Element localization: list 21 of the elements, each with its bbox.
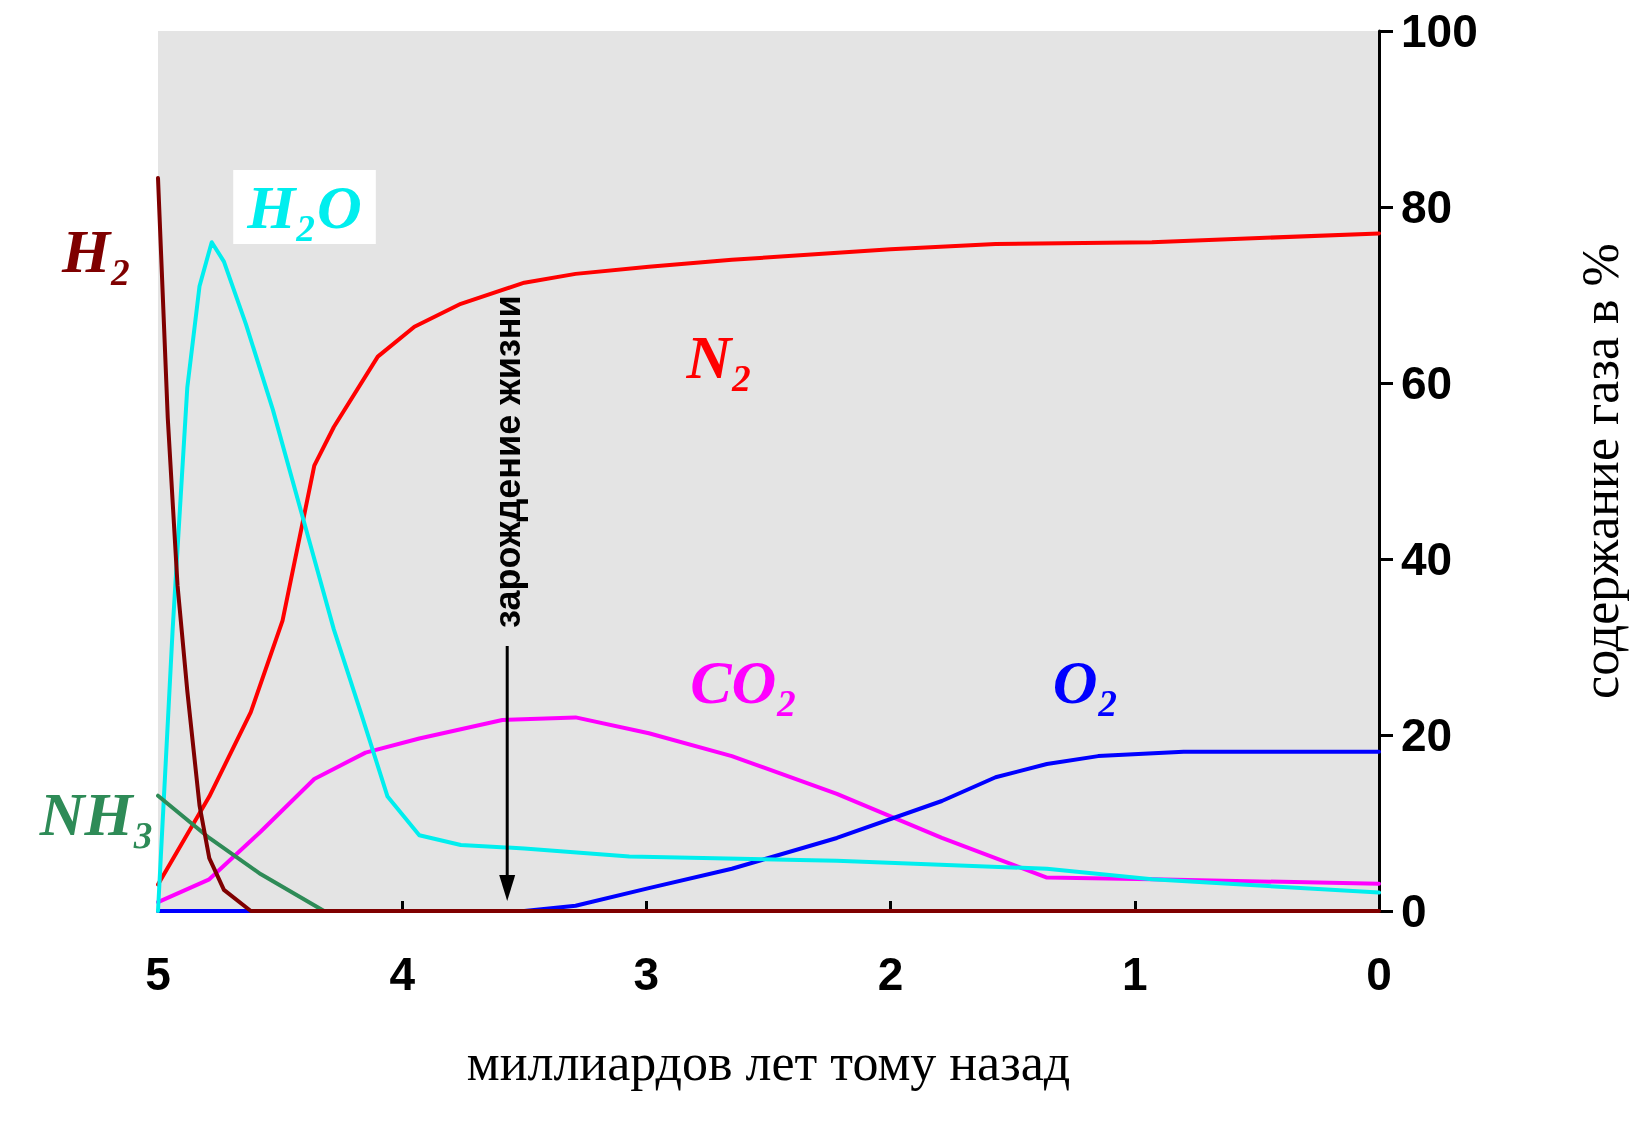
series-label: CO₂ xyxy=(690,648,798,717)
series-label: NH₃ xyxy=(38,780,155,850)
y-tick-label: 0 xyxy=(1401,885,1427,937)
y-tick-label: 100 xyxy=(1401,5,1478,57)
x-tick-label: 1 xyxy=(1122,948,1148,1000)
x-axis-title: миллиардов лет тому назад xyxy=(466,1033,1071,1091)
x-tick-label: 4 xyxy=(389,948,416,1000)
ref-line-label: зарождение жизни xyxy=(486,295,528,628)
series-label: H₂ xyxy=(61,217,132,285)
y-tick-label: 40 xyxy=(1401,533,1453,585)
series-label: N₂ xyxy=(685,322,753,391)
x-tick-label: 2 xyxy=(877,948,904,1000)
y-tick-label: 20 xyxy=(1401,709,1453,761)
y-tick-label: 80 xyxy=(1401,181,1453,233)
x-tick-label: 0 xyxy=(1366,948,1392,1000)
y-tick-label: 60 xyxy=(1401,357,1453,409)
series-label: O₂ xyxy=(1052,648,1120,717)
series-label: H₂O xyxy=(246,173,362,241)
x-tick-label: 3 xyxy=(633,948,660,1000)
y-axis-title: содержание газа в % xyxy=(1571,243,1629,699)
x-tick-label: 5 xyxy=(145,948,171,1000)
